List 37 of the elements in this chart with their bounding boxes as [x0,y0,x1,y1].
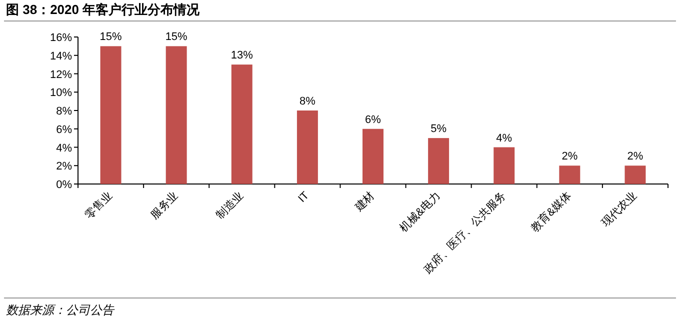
bar [494,147,515,184]
data-label: 15% [165,31,188,44]
bar [100,46,122,184]
x-tick-label: 机械&电力 [397,188,443,234]
data-label: 2% [627,150,644,163]
bar [362,128,384,184]
data-label: 4% [496,132,512,144]
y-tick-label: 10% [50,87,72,100]
x-tick-label: IT [296,189,312,206]
x-tick-label: 零售业 [82,188,115,222]
x-tick-label: 制造业 [213,188,246,222]
bar [166,46,187,184]
data-label: 13% [230,50,254,62]
bar [428,138,450,184]
bar [296,110,318,184]
x-tick-label: 现代农业 [599,188,640,230]
data-label: 2% [562,150,578,163]
bar [559,166,580,184]
x-tick-label: 建材 [352,188,378,214]
bar [231,64,252,184]
x-tick-label: 教育&媒体 [528,188,574,234]
data-label: 6% [365,114,382,126]
bar [624,166,646,184]
source-note: 数据来源：公司公告 [6,303,115,317]
y-tick-label: 2% [56,160,72,173]
y-tick-label: 14% [50,50,72,62]
y-tick-label: 8% [56,106,72,118]
y-tick-label: 0% [56,179,72,191]
data-label: 8% [299,96,316,108]
y-tick-label: 12% [50,68,72,81]
data-label: 5% [430,123,447,136]
chart-title: 图 38：2020 年客户行业分布情况 [6,2,201,17]
y-tick-label: 16% [50,32,72,44]
data-label: 15% [100,31,122,44]
x-tick-label: 服务业 [148,188,180,222]
y-tick-label: 4% [56,142,72,154]
y-tick-label: 6% [56,124,72,136]
